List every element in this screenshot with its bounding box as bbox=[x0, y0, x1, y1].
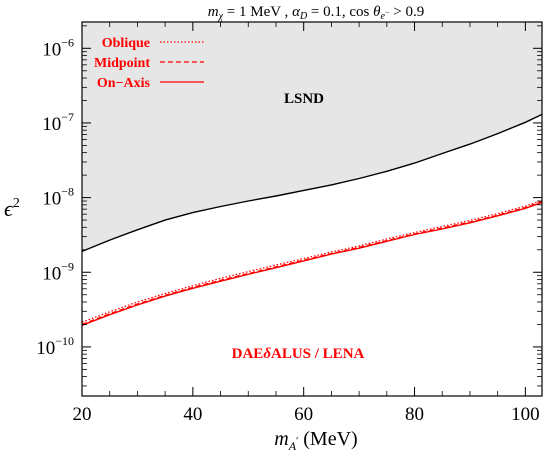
title-alpha-sub: D bbox=[299, 11, 308, 22]
experiment-prefix: DAE bbox=[232, 346, 264, 362]
tick-layer: 20 40 60 80 100 10−10 10−9 10−8 10−7 10−6 bbox=[36, 22, 542, 425]
chart-title: mχ = 1 MeV , αD = 0.1, cos θe− > 0.9 bbox=[208, 4, 424, 22]
legend-label-midpoint: Midpoint bbox=[94, 56, 150, 71]
x-label-symbol: m bbox=[274, 428, 288, 450]
title-alpha-value: = 0.1, cos bbox=[307, 4, 373, 20]
title-m-value: = 1 MeV , bbox=[223, 4, 292, 20]
title-alpha: α bbox=[292, 4, 301, 20]
x-axis-label: mA′ (MeV) bbox=[274, 428, 357, 453]
legend-label-on-axis: On−Axis bbox=[97, 76, 151, 91]
series-line-midpoint bbox=[81, 201, 543, 326]
y-label-exponent: 2 bbox=[13, 196, 20, 211]
experiment-label: DAEδALUS / LENA bbox=[232, 346, 365, 362]
title-theta-sub: e bbox=[381, 11, 386, 22]
x-tick-label-20: 20 bbox=[73, 404, 92, 425]
series-line-lsnd bbox=[81, 113, 543, 253]
title-theta: θ bbox=[373, 4, 381, 20]
x-label-unit: (MeV) bbox=[298, 428, 357, 450]
y-tick-label-−7: 10−7 bbox=[42, 110, 74, 135]
title-theta-sub-sup: − bbox=[385, 8, 390, 17]
y-label-base: ϵ bbox=[4, 196, 14, 221]
title-m-sub: χ bbox=[218, 11, 224, 22]
fill-layer bbox=[82, 22, 542, 252]
experiment-delta: δ bbox=[263, 346, 271, 362]
title-m: m bbox=[208, 4, 219, 20]
x-tick-label-80: 80 bbox=[405, 404, 424, 425]
title-theta-value: > 0.9 bbox=[389, 4, 424, 20]
lsnd-label: LSND bbox=[284, 91, 324, 107]
curve-layer bbox=[81, 113, 543, 326]
y-tick-label-−8: 10−8 bbox=[42, 185, 74, 210]
x-tick-label-40: 40 bbox=[183, 404, 202, 425]
excluded-region-lsnd bbox=[82, 22, 542, 252]
experiment-suffix: ALUS / LENA bbox=[271, 346, 365, 362]
legend-label-oblique: Oblique bbox=[102, 36, 150, 51]
x-tick-label-100: 100 bbox=[511, 404, 540, 425]
y-tick-label-−9: 10−9 bbox=[42, 259, 74, 284]
x-label-sub: A bbox=[288, 439, 297, 453]
y-axis-label: ϵ2 bbox=[4, 196, 20, 221]
y-tick-label-−10: 10−10 bbox=[36, 334, 74, 359]
x-label-prime: ′ bbox=[296, 436, 298, 447]
series-line-oblique bbox=[81, 199, 543, 323]
y-tick-label-−6: 10−6 bbox=[42, 35, 74, 60]
plot-frame bbox=[81, 21, 543, 397]
legend: Oblique Midpoint On−Axis bbox=[94, 36, 204, 91]
x-tick-label-60: 60 bbox=[294, 404, 313, 425]
